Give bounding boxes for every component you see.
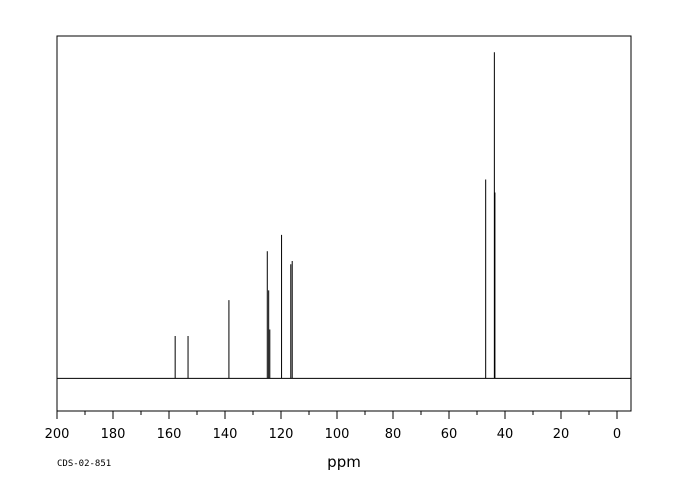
x-tick-label-140: 140	[213, 427, 238, 442]
x-tick-label-180: 180	[101, 427, 126, 442]
x-tick-label-80: 80	[385, 427, 402, 442]
x-axis-label: ppm	[327, 453, 361, 471]
x-tick-label-120: 120	[269, 427, 294, 442]
x-tick-label-100: 100	[325, 427, 350, 442]
x-tick-label-160: 160	[157, 427, 182, 442]
x-tick-label-0: 0	[613, 427, 621, 442]
x-tick-label-40: 40	[497, 427, 514, 442]
x-tick-label-20: 20	[553, 427, 570, 442]
plot-frame	[56, 35, 632, 412]
peaks	[174, 52, 496, 379]
x-tick-label-200: 200	[45, 427, 70, 442]
x-axis-ticks: 200 180 160 140 120 100 80 60 40 20 0	[45, 411, 621, 442]
spectrum-code-label: CDS-02-851	[57, 459, 111, 469]
x-tick-label-60: 60	[441, 427, 458, 442]
